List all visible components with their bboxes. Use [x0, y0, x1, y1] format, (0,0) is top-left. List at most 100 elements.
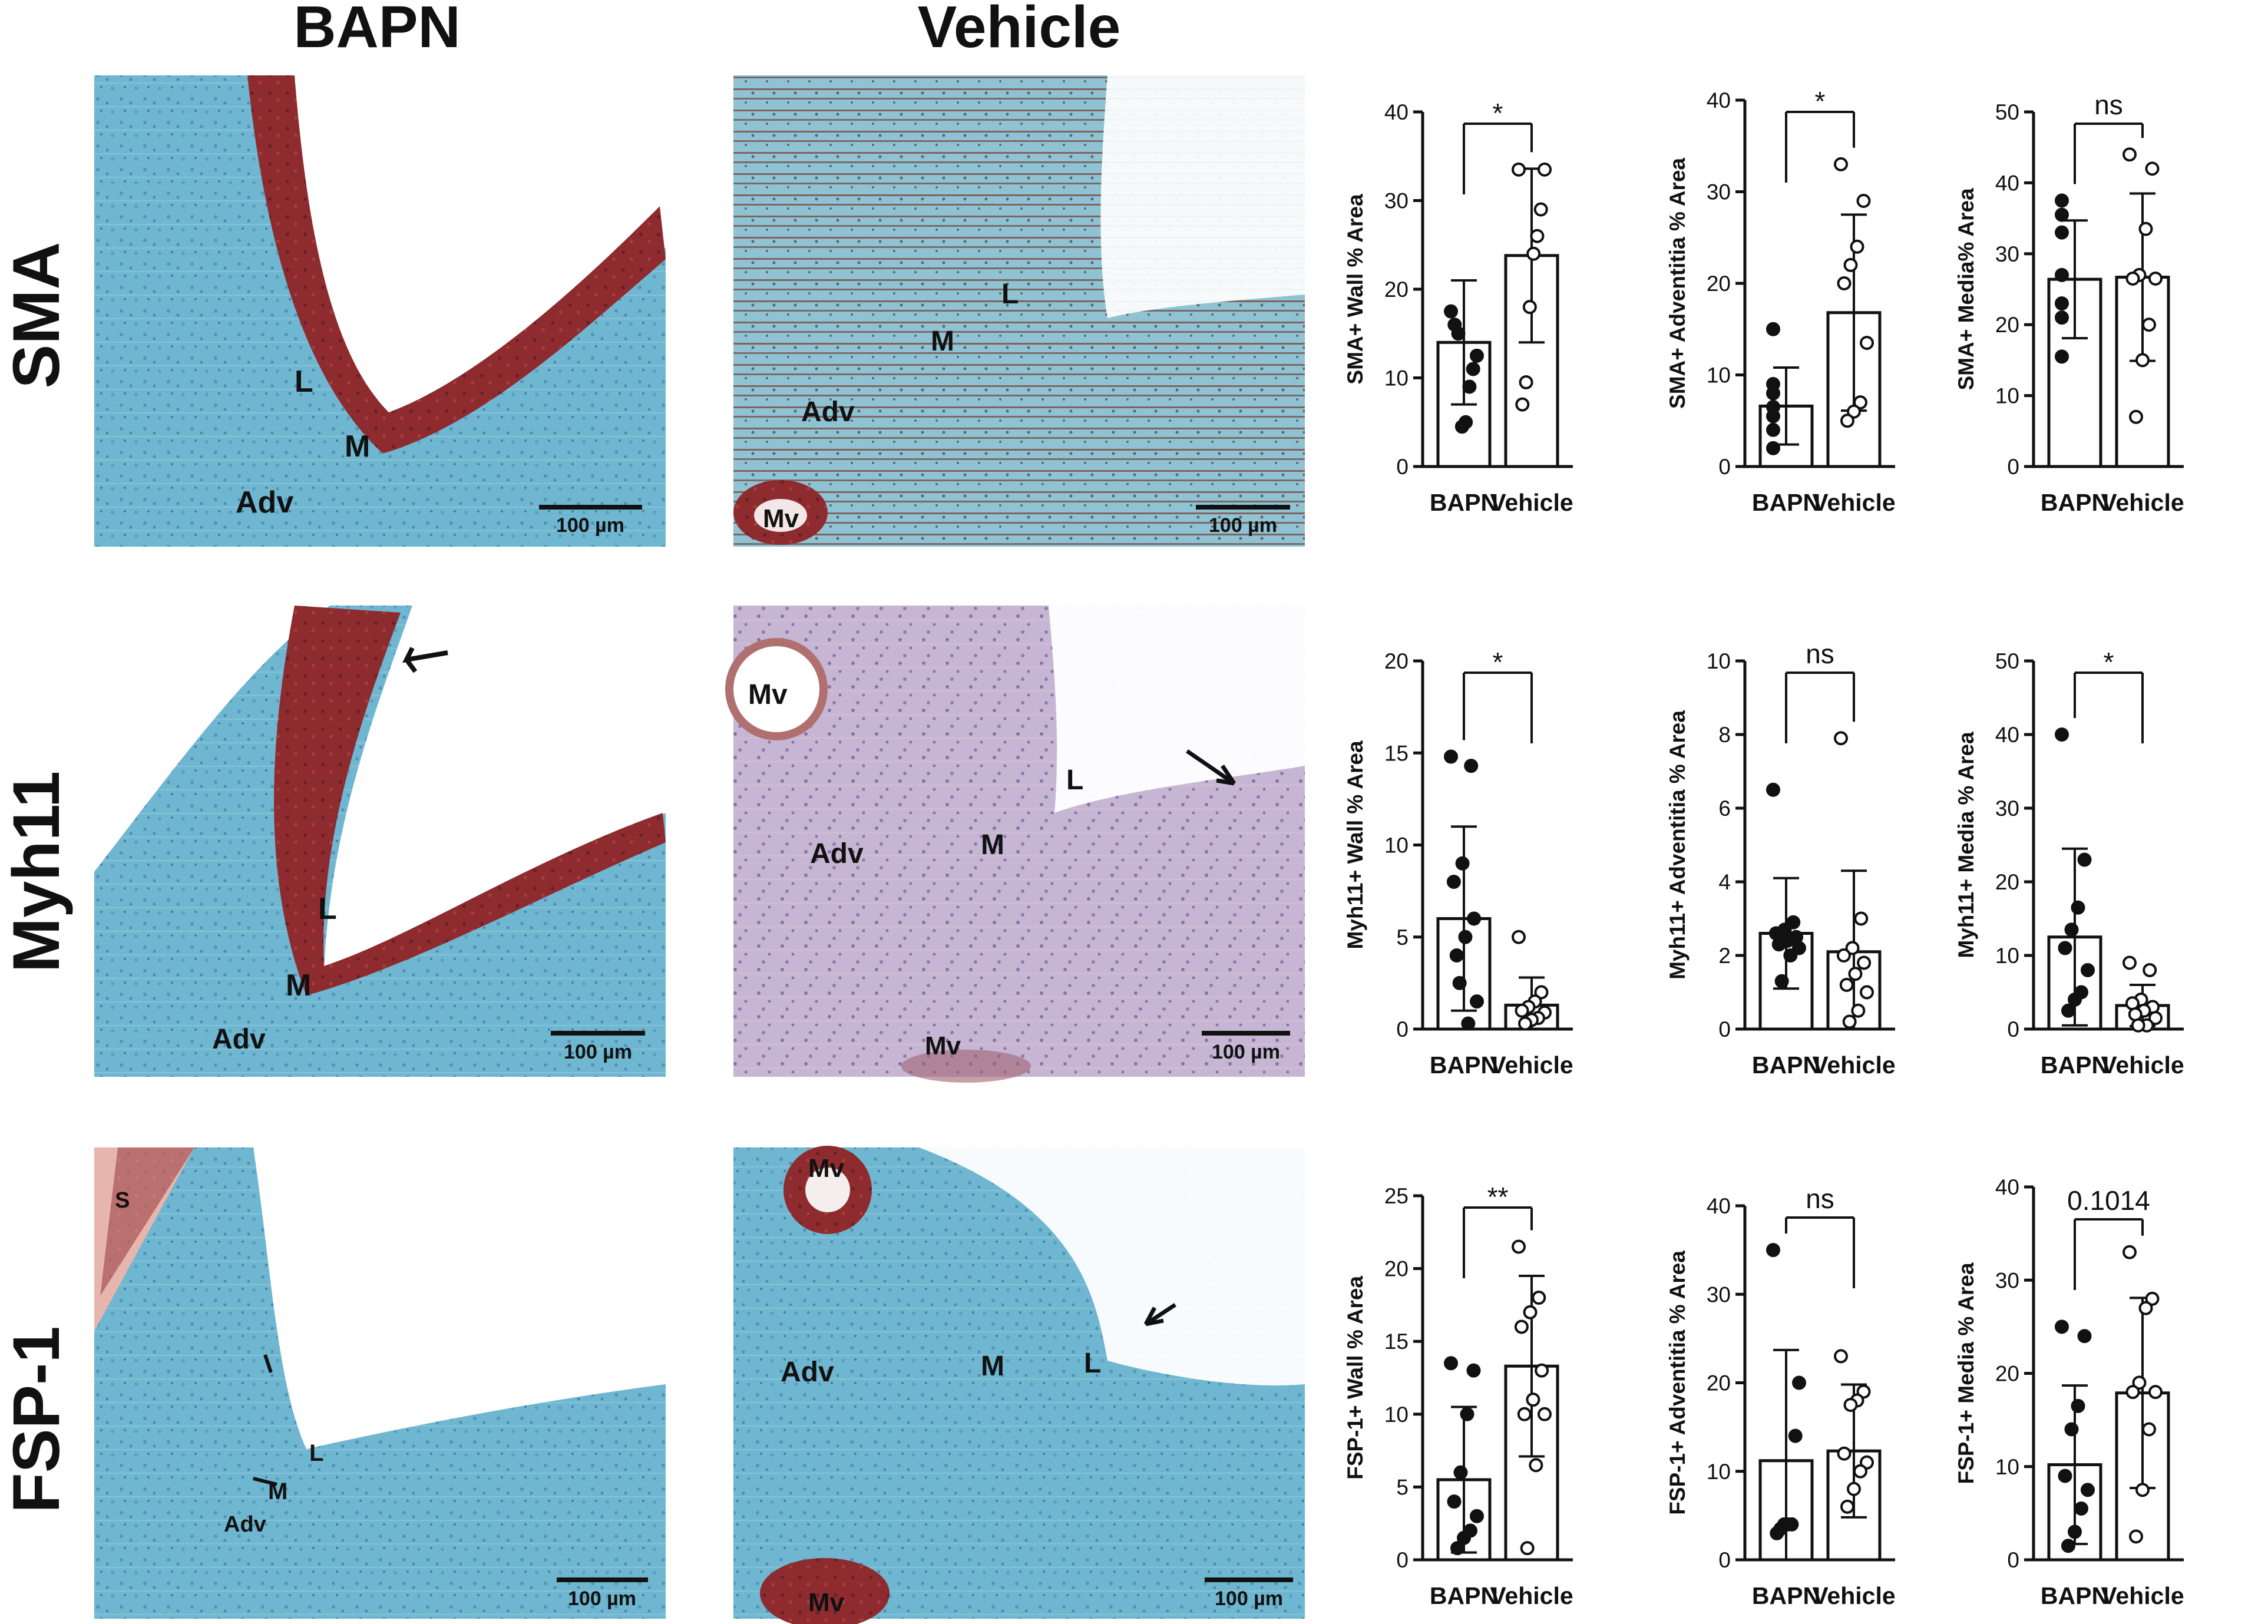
label-microvessel: Mv — [808, 1154, 845, 1183]
data-point — [1449, 948, 1464, 963]
data-point — [2055, 727, 2069, 742]
chart-4: 0 2 4 6 8 10 Myh11+ Adventitia % Area BAPNVehic… — [1665, 639, 1896, 1079]
y-tick-label: 30 — [1707, 180, 1731, 204]
row-header-sma: SMA — [0, 242, 73, 389]
y-tick-label: 0 — [1718, 1548, 1731, 1572]
data-point — [1452, 975, 1467, 990]
data-point — [2148, 271, 2163, 286]
significance-label: ** — [1487, 1182, 1509, 1212]
data-point — [2058, 1468, 2072, 1483]
data-point — [2131, 1018, 2145, 1033]
data-point — [2055, 267, 2069, 282]
y-tick-label: 10 — [1707, 363, 1731, 388]
y-tick-label: 4 — [1718, 870, 1731, 894]
scale-bar — [557, 1577, 648, 1582]
x-tick-label-vehicle: Vehicle — [1490, 1582, 1573, 1609]
row-header-fsp1: FSP-1 — [0, 1326, 73, 1513]
y-tick-label: 15 — [1384, 1329, 1409, 1354]
data-point — [1783, 948, 1798, 963]
y-axis-label: Myh11+ Media % Area — [1954, 732, 1978, 958]
data-point — [2071, 900, 2085, 915]
data-point — [2071, 1398, 2085, 1413]
data-point — [1853, 1464, 1867, 1479]
y-axis-label: SMA+ Adventitia % Area — [1665, 158, 1690, 409]
data-point — [2142, 317, 2156, 332]
data-point — [2081, 963, 2095, 977]
data-point — [1514, 1319, 1529, 1334]
data-point — [1444, 749, 1458, 764]
x-tick-label-vehicle: Vehicle — [1490, 489, 1573, 516]
label-adventitia: Adv — [236, 485, 293, 520]
x-tick-label-bapn: BAPN — [1752, 489, 1820, 516]
label-microvessel: Mv — [808, 1588, 845, 1617]
data-point — [1470, 348, 1484, 363]
y-tick-label: 0 — [1718, 455, 1731, 479]
scale-label: 100 µm — [1212, 1041, 1280, 1063]
y-tick-label: 20 — [1707, 272, 1731, 296]
label-media: M — [981, 1351, 1004, 1382]
y-axis-label: FSP-1+ Wall % Area — [1343, 1276, 1367, 1480]
y-tick-label: 25 — [1384, 1184, 1409, 1208]
data-point — [1447, 1494, 1462, 1509]
data-point — [2145, 161, 2160, 176]
data-point — [1460, 1407, 1474, 1421]
data-point — [2129, 409, 2143, 424]
data-point — [1834, 157, 1848, 171]
y-tick-label: 10 — [1707, 649, 1731, 673]
y-tick-label: 50 — [1995, 100, 2019, 124]
data-point — [2077, 1329, 2092, 1344]
micrograph-sma-vehicle: L M Adv Mv 100 µm — [733, 75, 1305, 547]
label-adventitia: Adv — [810, 838, 864, 869]
y-tick-label: 20 — [1995, 313, 2019, 337]
data-point — [1453, 1465, 1468, 1480]
data-point — [2055, 207, 2069, 222]
data-point — [2064, 922, 2079, 937]
y-tick-label: 10 — [1384, 366, 1409, 391]
data-point — [1788, 1428, 1803, 1443]
data-point — [1848, 967, 1863, 981]
significance-label: * — [1493, 98, 1503, 128]
x-tick-label-vehicle: Vehicle — [1812, 1051, 1895, 1079]
scale-label: 100 µm — [564, 1041, 632, 1063]
data-point — [1444, 1356, 1458, 1371]
data-point — [1522, 300, 1537, 315]
data-point — [1847, 1481, 1861, 1496]
label-stent: S — [115, 1188, 130, 1213]
x-tick-label-bapn: BAPN — [2041, 1582, 2109, 1609]
scale-label: 100 µm — [1209, 514, 1277, 537]
y-tick-label: 40 — [1995, 1175, 2019, 1199]
y-tick-label: 8 — [1718, 723, 1731, 747]
data-point — [2122, 955, 2137, 970]
y-tick-label: 0 — [1396, 455, 1409, 479]
data-point — [1850, 239, 1864, 254]
chart-1: 0 10 20 30 40 SMA+ Adventitia % Area BAPNVehic… — [1665, 86, 1896, 516]
data-point — [1532, 1291, 1546, 1305]
data-point — [2068, 993, 2082, 1007]
data-point — [1515, 1003, 1529, 1018]
label-media: M — [345, 429, 370, 464]
significance-label: ns — [2094, 90, 2123, 120]
data-point — [1470, 1509, 1484, 1523]
data-point — [2129, 1529, 2143, 1544]
data-point — [1860, 336, 1874, 350]
y-tick-label: 50 — [1995, 649, 2019, 673]
data-point — [1843, 257, 1858, 272]
data-point — [2132, 1375, 2147, 1390]
data-point — [1534, 985, 1549, 1000]
y-tick-label: 20 — [1384, 1257, 1409, 1281]
data-point — [2061, 1539, 2075, 1553]
row-header-myh11: Myh11 — [0, 771, 73, 973]
data-point — [1766, 409, 1780, 424]
label-lumen: L — [1066, 765, 1083, 796]
data-point — [2122, 147, 2137, 162]
data-point — [2055, 296, 2069, 311]
x-tick-label-bapn: BAPN — [1430, 489, 1498, 516]
y-tick-label: 10 — [1384, 1403, 1409, 1427]
y-axis-label: Myh11+ Adventitia % Area — [1665, 710, 1690, 980]
micrograph-myh11-vehicle: Mv L Adv M Mv 100 µm — [725, 606, 1305, 1083]
data-point — [1515, 397, 1530, 412]
label-lumen: L — [295, 365, 313, 399]
data-point — [1512, 1239, 1526, 1254]
data-point — [1538, 1407, 1552, 1421]
